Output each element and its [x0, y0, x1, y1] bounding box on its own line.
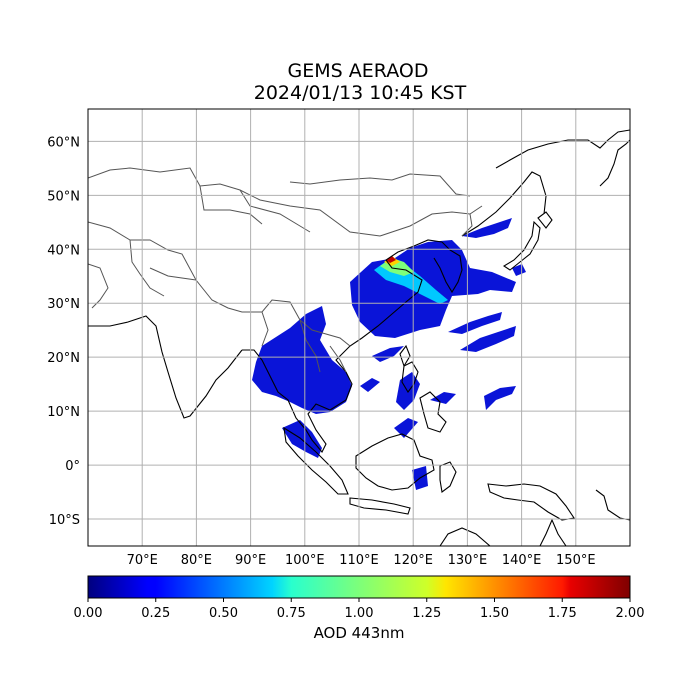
lat-tick-label: 0° [65, 459, 80, 474]
lat-tick-label: 10°S [49, 513, 80, 528]
colorbar [87, 575, 631, 599]
colorbar-tick-label: 1.50 [480, 606, 509, 621]
latitude-labels: 60°N 50°N 40°N 30°N 20°N 10°N 0° 10°S [47, 135, 80, 528]
map-title: GEMS AERAOD [287, 60, 429, 82]
longitude-labels: 70°E 80°E 90°E 100°E 110°E 120°E 130°E 140°E 150… [127, 553, 596, 568]
lon-tick-label: 120°E [393, 553, 433, 568]
colorbar-tick-label: 0.50 [209, 606, 238, 621]
lat-tick-label: 30°N [47, 297, 80, 312]
country-borders [88, 167, 483, 373]
lat-tick-label: 60°N [47, 135, 80, 150]
colorbar-tick-label: 0.75 [277, 606, 306, 621]
colorbar-tick-label: 0.00 [74, 606, 103, 621]
lon-tick-label: 140°E [502, 553, 542, 568]
lon-tick-label: 110°E [339, 553, 379, 568]
colorbar-tick-label: 1.00 [345, 606, 374, 621]
lon-tick-label: 130°E [448, 553, 488, 568]
colorbar-label: AOD 443nm [313, 624, 405, 642]
colorbar-tick-label: 1.25 [412, 606, 441, 621]
lon-tick-label: 90°E [235, 553, 266, 568]
map-gridlines [88, 109, 630, 546]
colorbar-tick-label: 0.25 [141, 606, 170, 621]
coastlines [88, 129, 630, 546]
map-subtitle-datetime: 2024/01/13 10:45 KST [253, 82, 467, 104]
lat-tick-label: 20°N [47, 351, 80, 366]
lat-tick-label: 40°N [47, 243, 80, 258]
colorbar-tick-label: 2.00 [616, 606, 645, 621]
lat-tick-label: 10°N [47, 405, 80, 420]
lon-tick-label: 100°E [285, 553, 325, 568]
lat-tick-label: 50°N [47, 189, 80, 204]
lon-tick-label: 70°E [127, 553, 158, 568]
lon-tick-label: 80°E [181, 553, 212, 568]
colorbar-ticks: 0.00 0.25 0.50 0.75 1.00 1.25 1.50 1.75 2.00 [74, 598, 645, 621]
map-frame [87, 108, 631, 547]
lon-tick-label: 150°E [556, 553, 596, 568]
colorbar-tick-label: 1.75 [548, 606, 577, 621]
